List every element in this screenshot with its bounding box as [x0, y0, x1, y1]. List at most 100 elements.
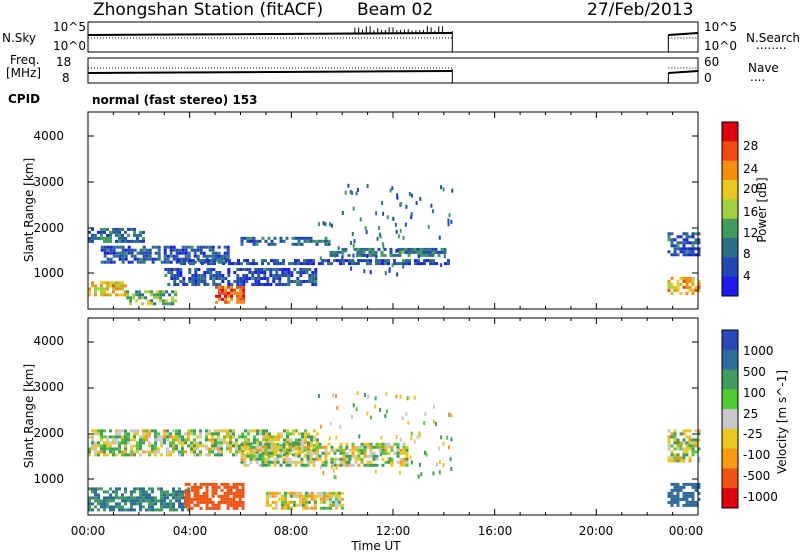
heatmap-cell — [167, 271, 171, 274]
heatmap-cell — [91, 496, 94, 500]
heatmap-cell — [270, 239, 274, 243]
heatmap-cell — [127, 508, 130, 512]
heatmap-cell — [395, 248, 398, 253]
heatmap-cell — [193, 503, 197, 507]
heatmap-cell — [295, 503, 299, 507]
heatmap-cell — [341, 211, 344, 215]
heatmap-cell — [151, 257, 155, 261]
heatmap-cell — [157, 508, 160, 512]
heatmap-cell — [688, 435, 692, 439]
heatmap-cell — [232, 491, 236, 495]
noise-lines — [87, 26, 699, 52]
heatmap-cell — [118, 441, 121, 445]
heatmap-cell — [402, 264, 405, 269]
heatmap-cell — [139, 438, 142, 442]
heatmap-cell — [115, 438, 118, 442]
heatmap-cell — [97, 236, 100, 240]
heatmap-cell — [296, 271, 300, 274]
heatmap-cell — [362, 250, 366, 254]
heatmap-cell — [335, 435, 338, 440]
heatmap-cell — [244, 429, 247, 433]
heatmap-cell — [174, 293, 178, 297]
heatmap-cell — [363, 463, 367, 467]
heatmap-cell — [679, 456, 683, 460]
heatmap-cell — [329, 250, 333, 254]
heatmap-cell — [279, 239, 283, 243]
heatmap-cell — [178, 496, 181, 500]
heatmap-cell — [118, 508, 121, 512]
heatmap-cell — [124, 441, 127, 445]
heatmap-cell — [190, 497, 194, 501]
heatmap-cell — [240, 454, 244, 458]
heatmap-cell — [280, 432, 283, 436]
heatmap-cell — [190, 447, 193, 451]
heatmap-cell — [292, 444, 295, 448]
heatmap-cell — [173, 277, 177, 280]
heatmap-cell — [263, 274, 267, 277]
heatmap-cell — [239, 300, 243, 304]
heatmap-cell — [178, 429, 181, 433]
heatmap-cell — [381, 463, 385, 467]
heatmap-cell — [303, 236, 307, 240]
heatmap-cell — [196, 497, 200, 501]
heatmap-cell — [319, 497, 323, 501]
heatmap-cell — [673, 438, 677, 442]
heatmap-cell — [430, 203, 433, 208]
heatmap-cell — [360, 457, 364, 461]
heatmap-cell — [688, 494, 692, 498]
heatmap-cell — [285, 236, 289, 240]
heatmap-cell — [288, 262, 291, 266]
heatmap-cell — [103, 444, 106, 448]
heatmap-cell — [196, 254, 200, 258]
heatmap-cell — [112, 450, 115, 454]
heatmap-cell — [331, 503, 335, 507]
heatmap-cell — [688, 241, 692, 245]
noise-left-tick-top: 10^5 — [53, 20, 86, 34]
xtick-2400: 00:00 — [669, 524, 704, 538]
heatmap-cell — [132, 296, 136, 300]
heatmap-cell — [429, 262, 432, 266]
heatmap-cell — [267, 454, 271, 458]
heatmap-cell — [670, 435, 674, 439]
heatmap-cell — [294, 445, 298, 449]
heatmap-cell — [199, 450, 202, 454]
heatmap-cell — [261, 259, 264, 263]
heatmap-cell — [691, 450, 695, 454]
heatmap-cell — [236, 285, 240, 289]
heatmap-cell — [214, 485, 218, 489]
heatmap-cell — [679, 235, 683, 239]
heatmap-cell — [283, 497, 287, 501]
heatmap-cell — [181, 502, 184, 506]
heatmap-cell — [94, 444, 97, 448]
heatmap-cell — [124, 435, 127, 439]
heatmap-cell — [213, 259, 216, 263]
heatmap-cell — [425, 247, 429, 251]
heatmap-cell — [190, 444, 193, 448]
heatmap-cell — [243, 445, 247, 449]
heatmap-cell — [136, 260, 140, 264]
heatmap-cell — [304, 435, 307, 439]
heatmap-cell — [232, 453, 235, 457]
heatmap-cell — [208, 497, 212, 501]
heatmap-cell — [212, 274, 216, 277]
heatmap-cell — [262, 429, 265, 433]
heatmap-cell — [697, 238, 701, 242]
heatmap-cell — [352, 403, 355, 408]
heatmap-cell — [380, 253, 384, 257]
heatmap-cell — [250, 450, 253, 454]
heatmap-cell — [667, 282, 671, 286]
heatmap-cell — [224, 285, 228, 289]
heatmap-cell — [170, 277, 174, 280]
heatmap-cell — [145, 429, 148, 433]
heatmap-cell — [153, 293, 157, 297]
heatmap-cell — [193, 491, 197, 495]
heatmap-cell — [670, 444, 674, 448]
heatmap-cell — [130, 260, 134, 264]
heatmap-cell — [249, 239, 253, 243]
heatmap-cell — [246, 445, 250, 449]
heatmap-cell — [423, 259, 426, 263]
heatmap-cell — [130, 251, 134, 255]
heatmap-cell — [352, 243, 355, 248]
heatmap-cell — [172, 487, 175, 491]
heatmap-cell — [360, 442, 364, 446]
